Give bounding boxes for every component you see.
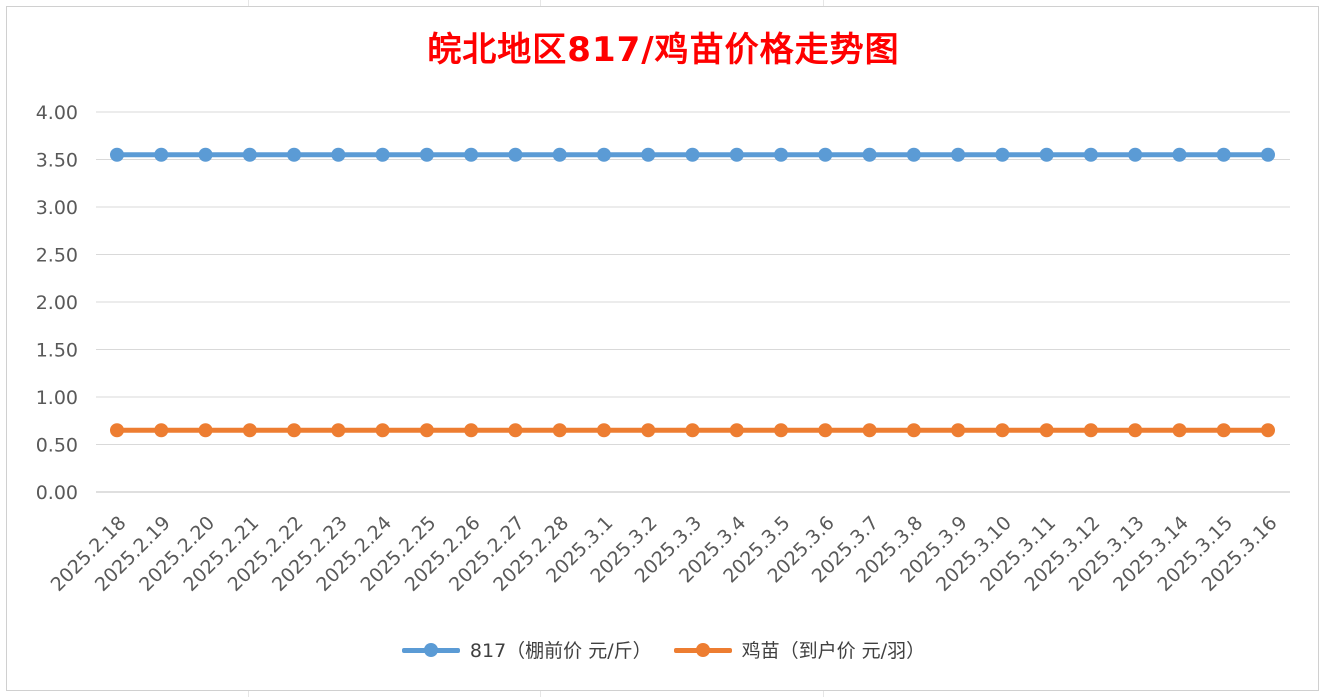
series-2-point	[641, 423, 656, 438]
series-2-point	[685, 423, 700, 438]
legend-swatch-icon	[401, 639, 460, 661]
series-2-point	[906, 423, 921, 438]
y-tick-label: 0.00	[36, 482, 78, 504]
series-1-point	[110, 147, 124, 162]
series-2-point	[1039, 423, 1054, 438]
series-1-point	[774, 147, 789, 162]
series-2-point	[331, 423, 346, 438]
series-1-point	[331, 147, 346, 162]
y-tick-label: 2.50	[36, 245, 78, 267]
series-2-point	[1128, 423, 1143, 438]
legend: 817（棚前价 元/斤） 鸡苗（到户价 元/羽）	[0, 636, 1327, 663]
legend-swatch-icon	[673, 639, 732, 661]
series-2-point	[110, 423, 124, 438]
series-1-point	[1039, 147, 1054, 162]
series-1-point	[1216, 147, 1231, 162]
y-tick-label: 1.00	[36, 387, 78, 409]
series-1-point	[375, 147, 390, 162]
series-2-point	[1216, 423, 1231, 438]
series-2-point	[995, 423, 1010, 438]
legend-label: 鸡苗（到户价 元/羽）	[741, 640, 926, 662]
series-1-point	[1261, 147, 1275, 162]
series-2-point	[419, 423, 434, 438]
chart-title: 皖北地区817/鸡苗价格走势图	[427, 30, 900, 70]
y-tick-label: 4.00	[36, 102, 78, 124]
series-2-point	[154, 423, 169, 438]
y-tick-label: 1.50	[36, 340, 78, 362]
series-1-point	[818, 147, 833, 162]
series-1-point	[464, 147, 479, 162]
series-2-point	[1083, 423, 1098, 438]
series-2-point	[1172, 423, 1187, 438]
series-2-point	[596, 423, 611, 438]
series-1-point	[287, 147, 302, 162]
series-1-point	[1172, 147, 1187, 162]
series-2-point	[287, 423, 302, 438]
y-tick-label: 0.50	[36, 435, 78, 457]
series-2-point	[774, 423, 789, 438]
series-2-point	[862, 423, 877, 438]
series-1-point	[641, 147, 656, 162]
series-1-point	[552, 147, 567, 162]
chart-frame[interactable]	[6, 6, 1319, 691]
series-1-point	[154, 147, 169, 162]
legend-item-2: 鸡苗（到户价 元/羽）	[673, 636, 926, 663]
y-tick-label: 2.00	[36, 292, 78, 314]
series-1-point	[1128, 147, 1143, 162]
series-2-point	[729, 423, 744, 438]
series-1-point	[862, 147, 877, 162]
y-tick-label: 3.50	[36, 150, 78, 172]
series-1-point	[198, 147, 213, 162]
series-1-point	[508, 147, 523, 162]
series-1-point	[951, 147, 966, 162]
series-1-point	[419, 147, 434, 162]
series-1-point	[906, 147, 921, 162]
series-1-point	[1083, 147, 1098, 162]
series-1-point	[685, 147, 700, 162]
series-2-point	[508, 423, 523, 438]
series-1-point	[596, 147, 611, 162]
series-2-point	[1261, 423, 1275, 438]
y-tick-label: 3.00	[36, 197, 78, 219]
series-2-point	[198, 423, 213, 438]
series-2-point	[951, 423, 966, 438]
series-1-point	[729, 147, 744, 162]
legend-item-1: 817（棚前价 元/斤）	[401, 636, 652, 663]
series-2-point	[242, 423, 257, 438]
legend-label: 817（棚前价 元/斤）	[469, 640, 652, 662]
series-2-point	[818, 423, 833, 438]
series-2-point	[464, 423, 479, 438]
series-2-point	[375, 423, 390, 438]
series-2-point	[552, 423, 567, 438]
series-1-point	[242, 147, 257, 162]
series-1-point	[995, 147, 1010, 162]
